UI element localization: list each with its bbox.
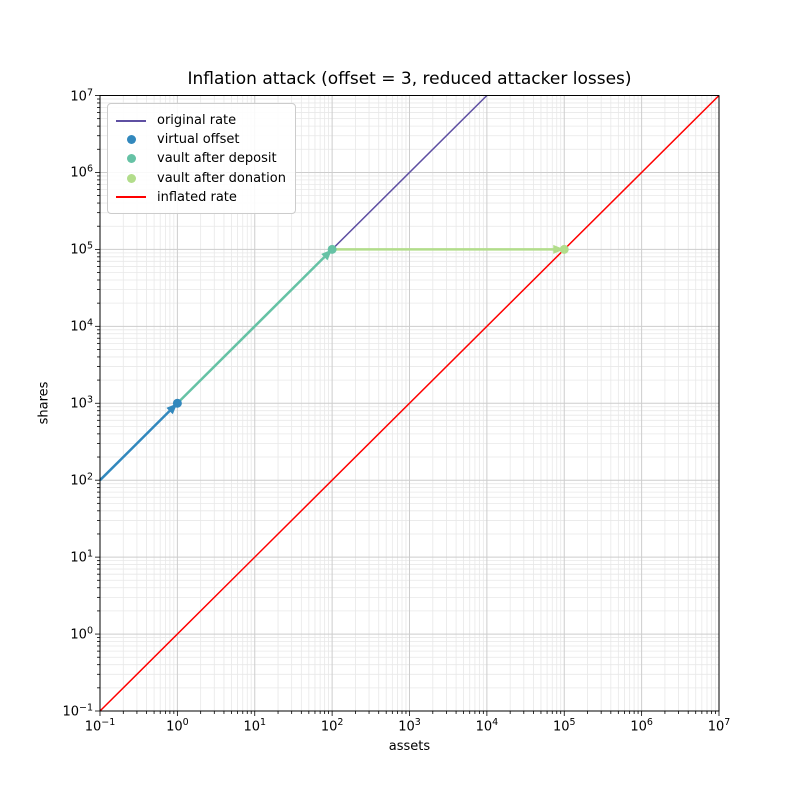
x-tick-label-1e5: 105 [552,717,576,735]
legend-swatch-original-rate-line [108,119,154,122]
legend-row-virtual-offset: virtual offset [108,130,291,149]
legend-row-vault-after-donation: vault after donation [108,169,291,188]
legend-swatch-vault-after-deposit-dot [108,154,154,164]
y-tick-label-1e2: 102 [70,471,93,489]
y-tick-label-1e6: 106 [70,163,93,182]
y-tick-label-1e-1: 10−1 [62,702,93,720]
y-tick-label-1e1: 101 [70,548,93,566]
legend-label: inflated rate [157,189,237,205]
x-tick-label-1e-1: 10−1 [84,717,116,735]
x-axis-label: assets [388,739,431,754]
x-tick-label-1e1: 101 [243,717,267,735]
x-tick-label-1e2: 102 [320,717,344,735]
x-tick-label-1e0: 100 [166,717,189,735]
legend-swatch-inflated-rate-line [108,196,154,199]
y-tick-label-1e7: 107 [70,86,93,105]
legend-row-vault-after-deposit: vault after deposit [108,149,291,168]
chart-title: Inflation attack (offset = 3, reduced at… [187,69,632,89]
legend-label: original rate [157,113,237,129]
y-tick-label-1e5: 105 [70,240,93,259]
y-tick-label-1e3: 103 [70,394,93,412]
y-tick-label-1e4: 104 [70,317,93,335]
x-tick-label-1e4: 104 [475,717,499,735]
x-tick-label-1e6: 106 [630,717,653,735]
legend-row-original-rate: original rate [108,111,291,130]
legend-swatch-vault-after-donation-dot [108,173,154,183]
legend-row-inflated-rate: inflated rate [108,188,291,207]
y-axis-label: shares [36,381,52,425]
legend-label: virtual offset [157,132,240,148]
x-tick-label-1e3: 103 [398,717,421,735]
legend-swatch-virtual-offset-dot [108,135,154,145]
x-tick-label-1e7: 107 [707,717,731,735]
legend-label: vault after donation [157,170,286,186]
legend: original rate virtual offset vault after… [107,103,296,214]
y-tick-label-1e0: 100 [70,625,93,643]
legend-label: vault after deposit [157,151,277,167]
